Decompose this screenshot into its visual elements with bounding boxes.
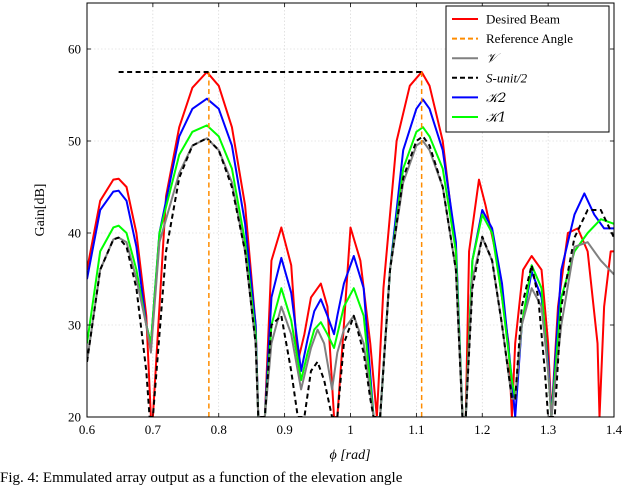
y-axis-label: Gain[dB]: [33, 184, 48, 237]
x-tick-label: 1.4: [606, 422, 623, 437]
x-tick-label: 1.2: [474, 422, 490, 437]
legend-label: S-unit/2: [486, 70, 528, 85]
x-tick-label: 0.7: [145, 422, 162, 437]
x-tick-labels: 0.6 0.7 0.8 0.9 1 1.1 1.2 1.3 1.4: [79, 422, 623, 437]
y-tick-label: 40: [68, 226, 81, 241]
chart-figure: 0.6 0.7 0.8 0.9 1 1.1 1.2 1.3 1.4 20 30 40 50 60 ϕ […: [33, 2, 623, 463]
x-axis-label: ϕ [rad]: [329, 448, 370, 463]
series-layer: [87, 71, 614, 417]
x-tick-label: 1.1: [408, 422, 424, 437]
x-tick-label: 0.8: [211, 422, 227, 437]
y-tick-label: 60: [68, 42, 81, 57]
x-tick-label: 1: [347, 422, 354, 437]
x-tick-label: 0.9: [277, 422, 293, 437]
legend-label: Desired Beam: [486, 12, 560, 27]
legend-box: [445, 5, 610, 133]
y-tick-label: 20: [68, 410, 81, 425]
legend-label: 𝒦1: [486, 111, 506, 126]
series-line: [87, 135, 614, 417]
legend-label: Reference Angle: [486, 31, 573, 46]
series-line: [87, 124, 614, 417]
figure-caption: Fig. 4: Emmulated array output as a func…: [0, 470, 403, 486]
x-tick-label: 0.6: [79, 422, 96, 437]
x-tick-label: 1.3: [540, 422, 556, 437]
y-tick-labels: 20 30 40 50 60: [68, 42, 81, 425]
axis-ticks: [86, 3, 615, 418]
legend-label: 𝒦2: [486, 91, 506, 106]
y-tick-label: 30: [68, 318, 81, 333]
series-line: [208, 72, 423, 417]
y-tick-label: 50: [68, 134, 81, 149]
